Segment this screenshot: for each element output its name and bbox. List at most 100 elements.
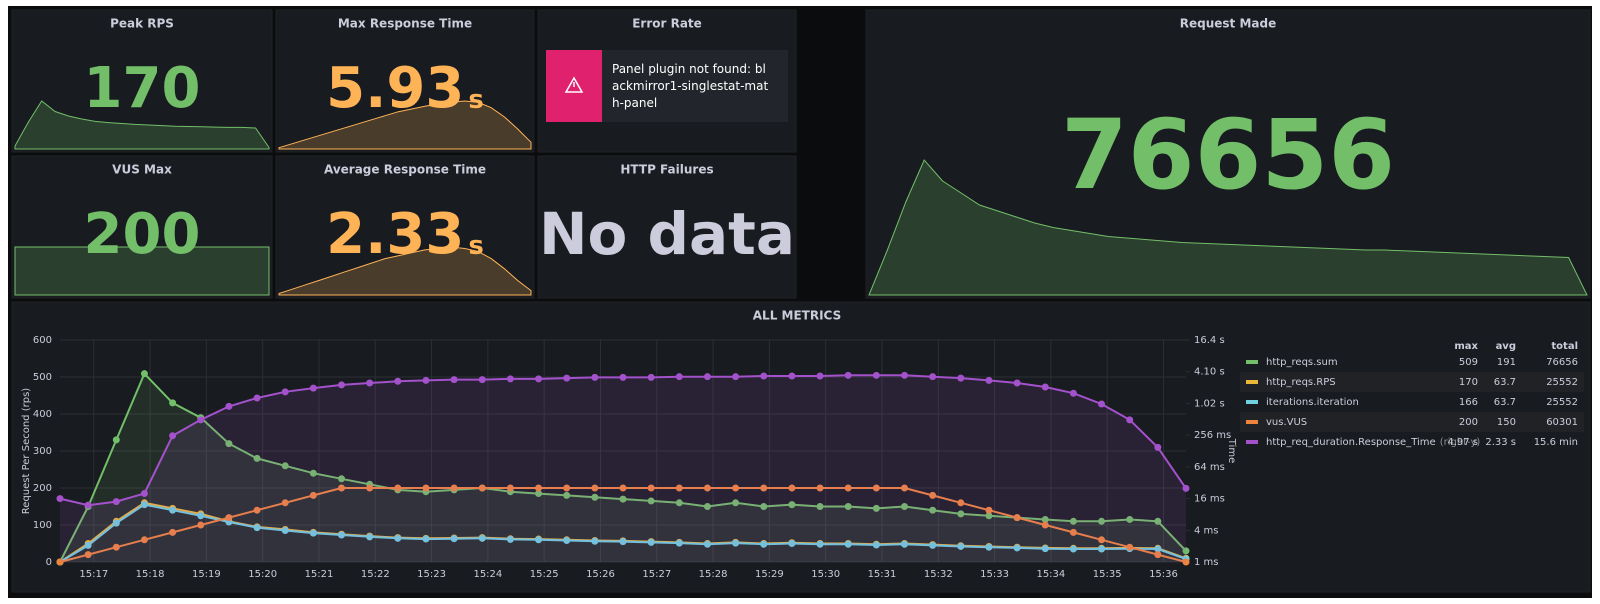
panel-title: Request Made [1180, 17, 1276, 31]
data-point [732, 484, 740, 492]
data-point [309, 384, 317, 392]
y2-axis-label: Time [1226, 438, 1237, 463]
data-point [844, 371, 852, 379]
x-tick-label: 15:32 [924, 569, 953, 580]
legend-stat: 15.6 min [1534, 437, 1578, 448]
data-point [309, 529, 317, 537]
data-point [309, 469, 317, 477]
panel-background [865, 9, 1591, 299]
data-point [1182, 484, 1190, 492]
y2-tick-label: 16.4 s [1194, 335, 1225, 346]
series-area [60, 375, 1186, 562]
panel-background [11, 9, 273, 153]
legend-name: vus.VUS [1266, 417, 1307, 428]
data-point [1154, 443, 1162, 451]
data-point [112, 498, 120, 506]
data-point [450, 484, 458, 492]
data-point [619, 484, 627, 492]
data-point [703, 484, 711, 492]
x-tick-label: 15:33 [980, 569, 1009, 580]
data-point [225, 402, 233, 410]
y2-tick-label: 1 ms [1194, 557, 1219, 568]
legend-stat: 63.7 [1494, 377, 1516, 388]
legend-header: avg [1496, 341, 1516, 352]
data-point [478, 534, 486, 542]
x-tick-label: 15:26 [586, 569, 615, 580]
panel-title: Error Rate [632, 17, 702, 31]
data-point [366, 379, 374, 387]
legend-name: http_reqs.RPS [1266, 377, 1336, 388]
panel-title: Peak RPS [110, 17, 174, 31]
data-point [506, 484, 514, 492]
y-tick-label: 0 [46, 557, 52, 568]
data-point [901, 503, 908, 510]
panel-title: Average Response Time [324, 163, 486, 177]
data-point [1126, 515, 1134, 523]
data-point [535, 490, 543, 498]
data-point [422, 484, 430, 492]
x-tick-label: 15:23 [417, 569, 446, 580]
data-point [225, 440, 233, 448]
sparkline-area [868, 159, 1588, 296]
data-point [957, 542, 965, 550]
x-tick-label: 15:28 [699, 569, 728, 580]
data-point [591, 493, 599, 501]
data-point [901, 371, 908, 379]
panel-background [275, 155, 535, 299]
data-point [1069, 389, 1077, 397]
data-point [338, 484, 345, 492]
legend-stat: 166 [1459, 397, 1478, 408]
data-point [760, 540, 768, 548]
data-point [901, 484, 908, 492]
data-point [872, 484, 880, 492]
data-point [197, 512, 205, 520]
legend-stat: 200 [1459, 417, 1478, 428]
data-point [788, 372, 796, 380]
x-tick-label: 15:35 [1093, 569, 1122, 580]
data-point [703, 503, 711, 510]
x-tick-label: 15:30 [811, 569, 840, 580]
stat-value: 170 [84, 56, 201, 121]
data-point [872, 371, 880, 379]
y-tick-label: 100 [33, 520, 52, 531]
data-point [788, 484, 796, 492]
data-point [872, 541, 880, 549]
x-tick-label: 15:31 [868, 569, 897, 580]
legend-stat: 191 [1497, 357, 1516, 368]
data-point [760, 503, 768, 510]
data-point [844, 540, 852, 548]
data-point [394, 534, 402, 542]
panel-title: HTTP Failures [620, 163, 713, 177]
legend-stat: 60301 [1546, 417, 1578, 428]
legend-entry: http_req_duration.Response_Time (right-y) [1266, 437, 1480, 448]
data-point [675, 373, 683, 381]
legend-row-background [1240, 372, 1584, 392]
data-point [112, 543, 120, 551]
data-point [732, 499, 740, 507]
data-point [844, 503, 852, 510]
data-point [1041, 545, 1049, 553]
legend-entry: http_reqs.sum [1266, 357, 1338, 368]
data-point [732, 373, 740, 381]
data-point [957, 499, 965, 507]
data-point [985, 512, 993, 520]
y2-tick-label: 256 ms [1194, 430, 1231, 441]
legend-swatch [1246, 380, 1258, 384]
data-point [816, 503, 824, 510]
data-point [957, 510, 965, 518]
legend-swatch [1246, 420, 1258, 424]
data-point [760, 372, 768, 380]
legend-header: max [1454, 341, 1478, 352]
data-point [225, 514, 233, 522]
data-point [732, 539, 740, 547]
legend-stat: 25552 [1546, 397, 1578, 408]
data-point [788, 501, 796, 509]
x-tick-label: 15:34 [1036, 569, 1065, 580]
legend-entry: http_reqs.RPS [1266, 377, 1336, 388]
x-tick-label: 15:20 [248, 569, 277, 580]
data-point [591, 537, 599, 545]
data-point [1098, 517, 1106, 525]
y2-tick-label: 64 ms [1194, 462, 1225, 473]
data-point [140, 489, 148, 497]
